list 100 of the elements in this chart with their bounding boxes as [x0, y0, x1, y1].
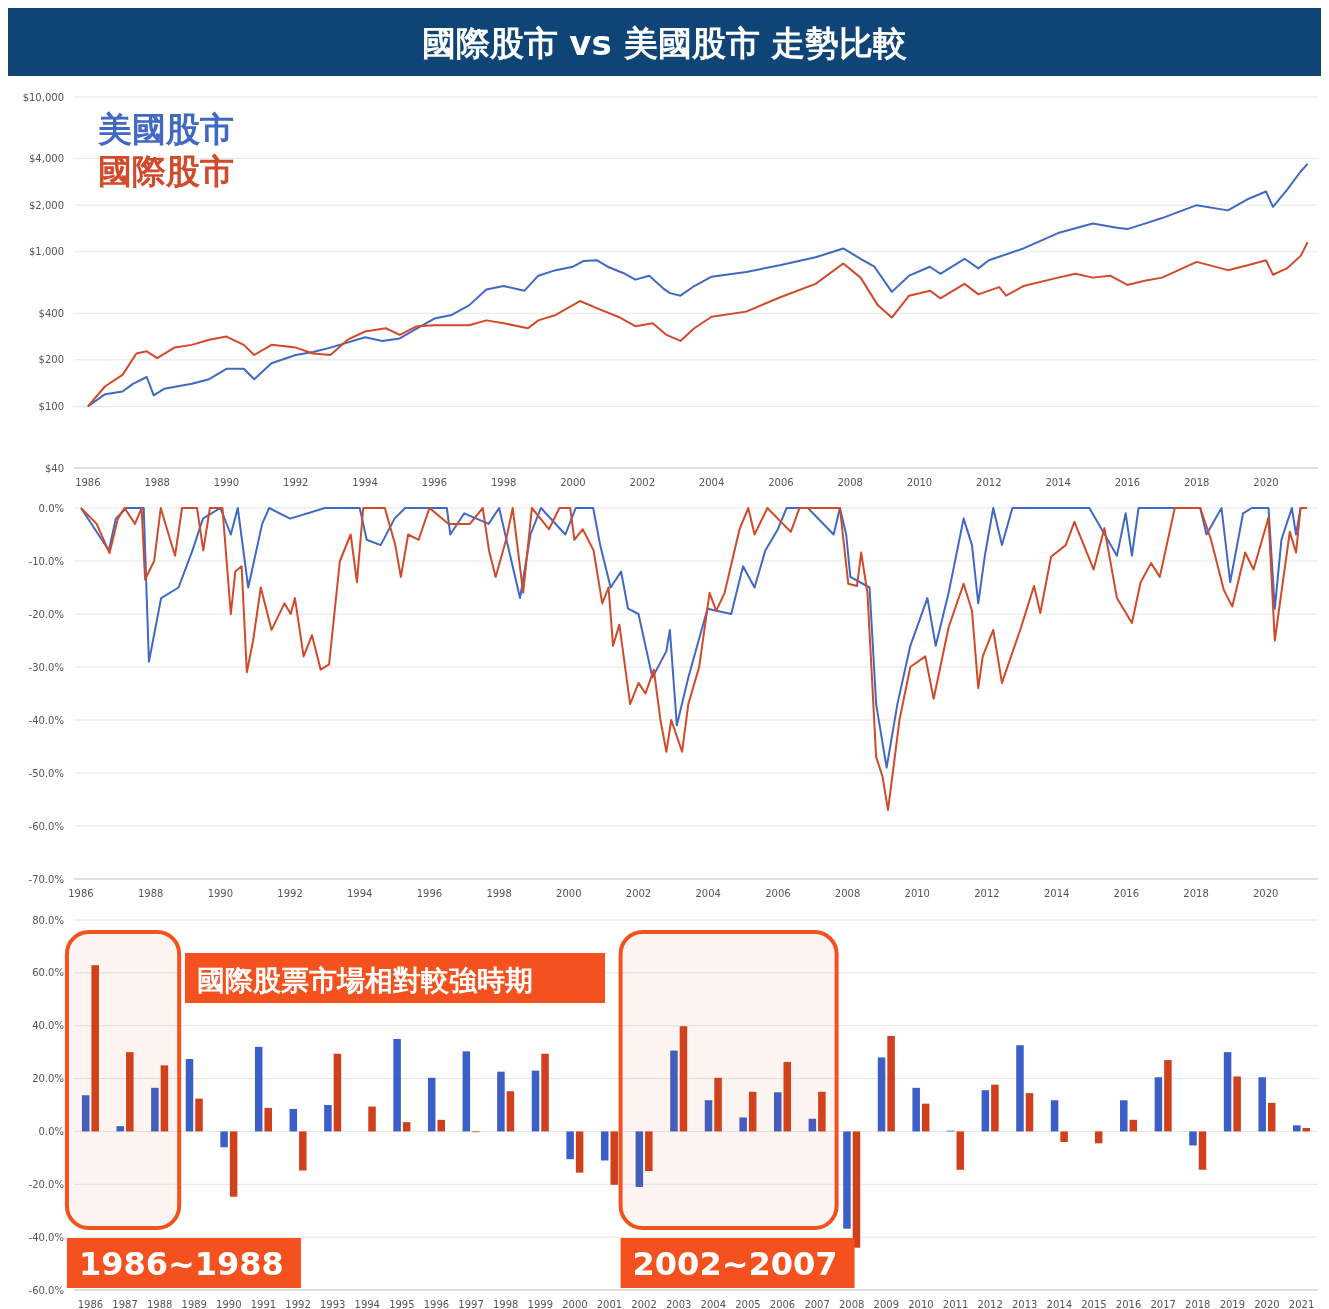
x-tick-label: 1990: [216, 1299, 242, 1309]
bar: [1164, 1060, 1172, 1132]
x-tick-label: 2008: [834, 888, 861, 899]
bar: [1050, 1100, 1059, 1132]
y-tick-label: 0.0%: [38, 1125, 64, 1137]
bar: [1198, 1131, 1207, 1170]
bar: [704, 1100, 713, 1132]
band-label: 1986~1988: [78, 1245, 284, 1283]
x-tick-label: 2005: [735, 1299, 761, 1309]
bar: [773, 1092, 782, 1132]
bar: [506, 1091, 515, 1132]
bar: [981, 1090, 990, 1132]
bar: [887, 1036, 895, 1132]
x-tick-label: 2018: [1185, 1299, 1211, 1309]
x-tick-label: 2011: [942, 1299, 969, 1309]
x-tick-label: 2006: [765, 888, 791, 899]
chart-title: 國際股市 vs 美國股市 走勢比較: [421, 23, 908, 63]
bar: [670, 1050, 678, 1132]
bar: [575, 1131, 584, 1173]
bar: [635, 1131, 644, 1187]
bar: [1016, 1045, 1024, 1132]
x-tick-label: 2001: [596, 1299, 623, 1309]
x-tick-label: 1994: [347, 888, 373, 899]
bar: [1223, 1052, 1232, 1132]
x-tick-label: 1992: [283, 477, 309, 488]
bar: [645, 1131, 653, 1172]
bar: [427, 1077, 436, 1132]
bar: [497, 1071, 505, 1132]
y-tick-label: 60.0%: [32, 967, 64, 979]
x-tick-label: 2002: [625, 888, 652, 899]
bar: [81, 1095, 90, 1132]
x-tick-label: 2019: [1219, 1299, 1246, 1309]
bar: [1233, 1076, 1241, 1132]
bar: [462, 1051, 471, 1132]
bar: [843, 1131, 851, 1229]
band-label: 2002~2007: [632, 1245, 838, 1283]
x-tick-label: 2015: [1081, 1299, 1107, 1309]
x-tick-label: 2010: [906, 477, 933, 488]
x-tick-label: 2012: [974, 888, 1000, 899]
y-tick-label: -20.0%: [28, 608, 64, 620]
bar: [393, 1038, 401, 1132]
bar: [1094, 1131, 1103, 1144]
x-tick-label: 1990: [207, 888, 234, 899]
x-tick-label: 1998: [492, 1299, 519, 1309]
annotation: 國際股票市場相對較強時期: [197, 964, 533, 997]
x-tick-label: 1997: [458, 1299, 484, 1309]
bar: [289, 1108, 298, 1132]
x-tick-label: 1986: [77, 1299, 104, 1309]
y-tick-label: $100: [38, 400, 64, 412]
bar: [991, 1084, 999, 1132]
x-tick-label: 1986: [68, 888, 94, 899]
x-tick-label: 1988: [146, 1299, 173, 1309]
x-tick-label: 2002: [631, 1299, 657, 1309]
bar: [402, 1122, 411, 1132]
x-tick-label: 2014: [1043, 888, 1070, 899]
bar: [600, 1131, 609, 1161]
y-tick-label: $10,000: [22, 91, 64, 103]
bar: [437, 1119, 445, 1132]
bar: [195, 1098, 203, 1132]
bar: [531, 1070, 540, 1132]
bar: [956, 1131, 965, 1170]
x-tick-label: 2004: [695, 888, 721, 899]
bar: [333, 1053, 342, 1132]
bar: [566, 1131, 574, 1160]
x-tick-label: 2009: [873, 1299, 900, 1309]
x-tick-label: 2013: [1012, 1299, 1038, 1309]
bar: [151, 1087, 159, 1132]
y-tick-label: 40.0%: [32, 1020, 64, 1032]
y-tick-label: -30.0%: [28, 661, 64, 673]
bar: [1025, 1093, 1034, 1132]
bar: [229, 1131, 238, 1197]
bar: [91, 965, 99, 1132]
x-tick-label: 2012: [976, 477, 1002, 488]
x-tick-label: 2002: [629, 477, 656, 488]
x-tick-label: 1989: [181, 1299, 207, 1309]
y-tick-label: -10.0%: [28, 555, 64, 567]
x-tick-label: 1988: [137, 888, 164, 899]
x-tick-label: 2017: [1150, 1299, 1176, 1309]
x-tick-label: 2006: [768, 477, 794, 488]
x-tick-label: 2008: [838, 1299, 865, 1309]
bar: [877, 1057, 886, 1132]
x-tick-label: 2020: [1254, 1299, 1280, 1309]
bar: [1258, 1077, 1266, 1132]
x-tick-label: 1996: [416, 888, 443, 899]
x-tick-label: 1998: [486, 888, 512, 899]
x-tick-label: 2018: [1183, 477, 1210, 488]
bar: [852, 1131, 861, 1248]
bar: [220, 1131, 228, 1148]
x-tick-label: 2016: [1114, 477, 1141, 488]
y-tick-label: 20.0%: [32, 1073, 64, 1085]
x-tick-label: 2007: [804, 1299, 830, 1309]
y-tick-label: $4,000: [29, 153, 64, 165]
y-tick-label: $40: [44, 462, 64, 474]
x-tick-label: 1991: [250, 1299, 277, 1309]
x-tick-label: 2014: [1046, 1299, 1073, 1309]
x-tick-label: 2008: [837, 477, 863, 488]
x-tick-label: 2010: [904, 888, 930, 899]
y-tick-label: -60.0%: [28, 820, 64, 832]
y-tick-label: -50.0%: [28, 767, 64, 779]
bar: [368, 1106, 376, 1132]
